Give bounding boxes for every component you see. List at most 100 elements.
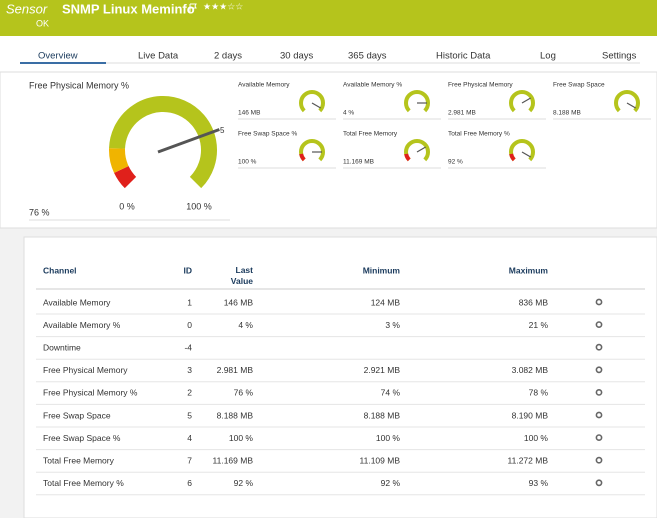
gauge-arc [109,148,129,173]
tab[interactable]: 2 days [214,51,242,62]
gauge-panel [0,71,657,229]
gauge-arc [299,90,325,113]
gauge-arc [614,90,640,113]
cell: Downtime [43,342,81,352]
header-title: SNMP Linux Meminfo [62,1,195,16]
gauge-value: 2.981 MB [448,110,476,117]
gauge-value: 100 % [238,159,257,166]
gauge-needle [311,102,321,109]
settings-icon[interactable] [595,298,603,306]
gauge-arc [114,165,137,189]
cell: 0 [187,320,192,330]
tab-bar [0,36,657,72]
gauge-name: Total Free Memory [343,131,398,138]
settings-icon[interactable] [595,411,603,419]
cell: 7 [187,455,192,465]
gauge-arc [299,139,325,162]
gauge-name: Free Swap Space [553,82,605,89]
cell: Available Memory % [43,320,121,330]
gauge-name: Free Physical Memory [448,82,513,89]
tab[interactable]: Live Data [138,51,179,62]
cell: 100 % [524,433,549,443]
cell: 11.109 MB [360,455,401,465]
flag-icon [189,3,197,13]
cell: 92 % [381,478,401,488]
gauge-needle [157,128,220,154]
gauge-value: 92 % [448,159,463,166]
tab[interactable]: Historic Data [436,51,491,62]
cell: 2 [187,388,192,398]
settings-icon[interactable] [595,479,603,487]
header-prefix: Sensor [6,1,48,16]
gauge-needle [416,146,426,153]
cell: 124 MB [371,297,401,307]
cell: 78 % [529,388,549,398]
column-header[interactable]: Channel [43,265,77,275]
settings-icon[interactable] [595,388,603,396]
cell: 3 % [385,320,400,330]
cell: 2.921 MB [364,365,401,375]
cell: 8.190 MB [512,410,549,420]
cell: 2.981 MB [217,365,254,375]
cell: 3.082 MB [512,365,549,375]
gauge-needle [521,151,531,158]
tab[interactable]: 365 days [348,51,387,62]
gauge-arc [404,153,411,162]
cell: 5 [187,410,192,420]
gauge-name: Free Swap Space % [238,131,297,138]
cell: 146 MB [224,297,254,307]
settings-icon[interactable] [595,343,603,351]
cell: Free Physical Memory % [43,388,138,398]
column-header[interactable]: Maximum [509,265,549,275]
settings-icon[interactable] [595,434,603,441]
header-bar [0,0,657,36]
tab[interactable]: Log [540,51,556,62]
gauge-arc [509,153,516,162]
cell: Available Memory [43,297,111,307]
gauge-arc [509,139,535,162]
header-status: OK [36,18,49,28]
cell: 100 % [376,433,401,443]
cell: 93 % [529,478,549,488]
cell: 836 MB [519,297,549,307]
cell: 4 [187,433,192,443]
gauge-arc [509,90,535,113]
cell: 92 % [234,478,254,488]
tab[interactable]: 30 days [280,51,314,62]
column-header[interactable]: Minimum [363,265,401,275]
cell: Total Free Memory % [43,478,124,488]
column-header[interactable]: Last Value [231,265,253,286]
settings-icon[interactable] [595,321,603,328]
cell: Total Free Memory [43,455,115,465]
cell: 100 % [229,433,254,443]
cell: 8.188 MB [364,410,401,420]
main-gauge-max: 100 % [186,201,212,211]
cell: 11.272 MB [508,455,549,465]
gauge-arc [109,96,217,189]
cell: 6 [187,478,192,488]
tab[interactable]: Settings [602,51,637,62]
column-header[interactable]: ID [184,265,193,275]
main-gauge-label: Free Physical Memory % [29,80,129,90]
settings-icon[interactable] [595,456,603,464]
gauge-value: 11.169 MB [343,159,374,166]
cell: Free Swap Space % [43,433,121,443]
stars: ★★★☆☆ [203,1,243,11]
tab[interactable]: Overview [38,51,78,62]
cell: Free Swap Space [43,410,111,420]
gauge-name: Available Memory % [343,82,402,89]
cell: 1 [187,297,192,307]
cell: 4 % [238,320,253,330]
gauge-name: Available Memory [238,82,290,89]
gauge-needle [626,102,636,109]
main-gauge-min: 0 % [119,201,135,211]
settings-icon[interactable] [595,366,603,374]
table-panel [23,236,657,518]
cell: -4 [184,342,192,352]
gauge-needle [521,97,531,104]
main-gauge-value: 76 % [29,207,50,217]
main-gauge-needle-label: 5 [220,126,225,135]
cell: 76 % [234,388,254,398]
gauge-name: Total Free Memory % [448,131,510,138]
